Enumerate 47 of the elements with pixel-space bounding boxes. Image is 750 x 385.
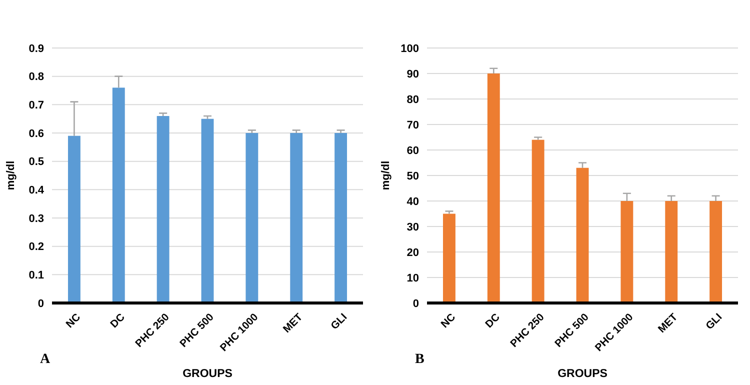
y-tick-label: 0.1: [28, 270, 44, 282]
bar: [710, 201, 722, 303]
x-tick-label: DC: [483, 310, 503, 330]
bar: [576, 168, 589, 303]
bar: [487, 74, 500, 303]
bar: [290, 133, 303, 303]
bar: [334, 133, 348, 303]
y-tick-label: 10: [406, 272, 419, 284]
y-tick-label: 0.2: [28, 241, 44, 254]
y-tick-label: 0.5: [28, 156, 44, 168]
x-tick-label: NC: [64, 310, 84, 330]
y-tick-label: 0: [38, 298, 44, 310]
y-tick-label: 80: [406, 94, 419, 106]
y-axis-title: mg/dl: [380, 160, 392, 190]
bar: [442, 214, 456, 303]
bar: [532, 140, 544, 303]
y-tick-label: 0.7: [28, 100, 44, 112]
y-tick-label: 70: [406, 119, 419, 132]
bar: [246, 133, 258, 303]
y-tick-label: 0.3: [28, 212, 44, 225]
text: B: [415, 352, 424, 367]
bar: [68, 136, 80, 303]
x-axis-title: GROUPS: [182, 368, 233, 380]
bar: [620, 201, 634, 303]
y-tick-label: 0.6: [28, 128, 44, 140]
x-axis-title: GROUPS: [558, 368, 608, 380]
x-tick-label: GLI: [704, 311, 725, 332]
y-tick-label: 100: [400, 42, 419, 55]
y-tick-label: 90: [406, 68, 419, 80]
y-tick-label: 60: [406, 144, 419, 157]
y-tick-label: 0.8: [28, 71, 44, 84]
y-axis-title: mg/dl: [5, 160, 17, 190]
bar: [201, 118, 214, 303]
y-tick-label: 20: [406, 246, 419, 259]
y-tick-label: 0.4: [28, 184, 45, 197]
x-tick-label: GLI: [328, 311, 350, 332]
x-tick-label: NC: [438, 310, 458, 330]
x-tick-label: DC: [108, 310, 128, 330]
y-tick-label: 0: [412, 298, 419, 310]
y-tick-label: 30: [406, 221, 419, 234]
bar: [156, 116, 170, 303]
y-tick-label: 40: [406, 196, 419, 208]
bar: [665, 201, 678, 303]
bar: [112, 88, 125, 303]
y-tick-label: 50: [406, 170, 419, 182]
text: A: [40, 352, 51, 367]
y-tick-label: 0.9: [28, 42, 44, 55]
